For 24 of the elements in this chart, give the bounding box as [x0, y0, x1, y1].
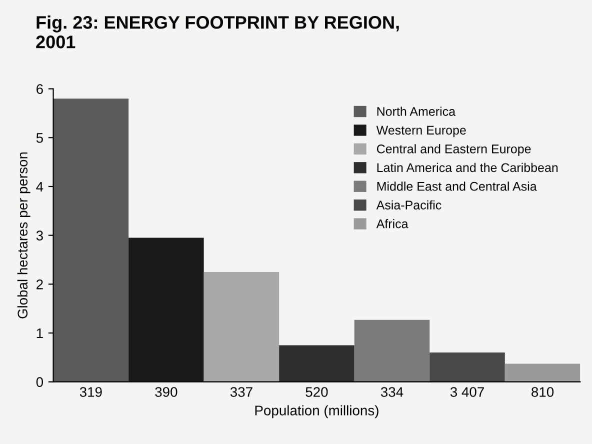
y-tick-label: 1 [36, 328, 43, 338]
x-tick-label: 520 [306, 387, 328, 397]
y-axis-title: Global hectares per person [17, 152, 30, 318]
y-tick-label: 0 [36, 377, 44, 388]
x-tick-label: 319 [80, 387, 102, 397]
y-tick-label: 5 [36, 133, 43, 143]
x-axis-title: Population (millions) [255, 405, 378, 418]
y-tick-label: 3 [36, 230, 43, 240]
x-tick-label: 390 [155, 387, 178, 397]
x-tick-label: 3 407 [450, 387, 484, 397]
x-tick-label: 334 [380, 387, 404, 397]
legend-label: Africa [376, 219, 408, 228]
legend-label: Central and Eastern Europe [376, 144, 531, 156]
y-tick-label: 2 [36, 279, 43, 290]
legend-label: Latin America and the Caribbean [377, 162, 558, 172]
y-tick-label: 6 [36, 84, 43, 94]
legend-label: Middle East and Central Asia [377, 182, 537, 191]
legend-label: Asia-Pacific [376, 200, 442, 210]
legend-label: Western Europe [376, 126, 466, 138]
legend-label: North America [377, 106, 456, 116]
x-tick-label: 337 [230, 387, 252, 397]
x-tick-label: 810 [532, 387, 554, 397]
chart-title: Fig. 23: ENERGY FOOTPRINT BY REGION, 2001 [36, 16, 399, 48]
y-tick-label: 4 [36, 182, 44, 192]
